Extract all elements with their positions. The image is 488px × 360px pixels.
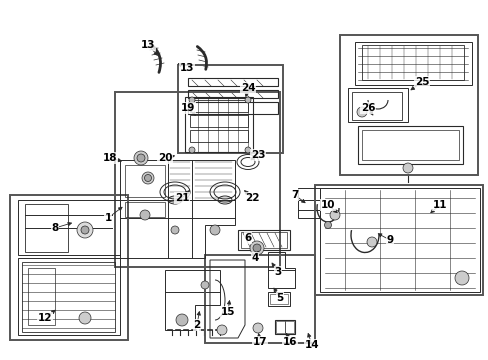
Text: 13: 13 [180,63,194,73]
Circle shape [142,172,154,184]
Circle shape [324,221,331,229]
Text: 8: 8 [51,223,59,233]
Circle shape [244,97,250,103]
Bar [361,130,458,160]
Text: 25: 25 [414,77,428,87]
Circle shape [140,210,150,220]
Circle shape [77,222,93,238]
Bar [184,97,252,152]
Bar [269,294,287,304]
Bar [357,126,462,164]
Bar [115,92,280,267]
Bar [190,100,247,112]
Circle shape [176,314,187,326]
Text: 12: 12 [38,313,52,323]
Bar [361,45,463,80]
Bar [274,320,294,334]
Circle shape [189,97,195,103]
Circle shape [252,244,261,252]
Bar [204,255,314,343]
Text: 20: 20 [158,153,172,163]
Bar [190,130,247,142]
Text: 16: 16 [282,337,297,347]
Text: 2: 2 [193,320,200,330]
Circle shape [171,226,179,234]
Text: 14: 14 [304,340,319,350]
Bar [125,165,164,197]
Circle shape [252,323,263,333]
Bar [275,321,285,333]
Circle shape [356,107,366,117]
Circle shape [402,163,412,173]
Text: 11: 11 [432,200,447,210]
Bar [190,115,247,127]
Circle shape [79,312,91,324]
Bar [187,102,278,114]
Text: 19: 19 [181,103,195,113]
Circle shape [81,226,89,234]
Bar [314,185,482,295]
Bar [285,321,293,333]
Text: 15: 15 [220,307,235,317]
Bar [351,92,401,120]
Circle shape [329,210,339,220]
Bar [238,230,289,250]
Circle shape [209,225,220,235]
Circle shape [137,154,145,162]
Circle shape [189,147,195,153]
Text: 5: 5 [276,293,283,303]
Bar [187,78,278,86]
Bar [241,232,286,248]
Circle shape [144,175,151,181]
Text: 17: 17 [252,337,267,347]
Text: 1: 1 [104,213,111,223]
Text: 6: 6 [244,233,251,243]
Bar [339,35,477,175]
Bar [10,195,128,340]
Bar [125,202,164,217]
Text: 24: 24 [240,83,255,93]
Text: 18: 18 [102,153,117,163]
Circle shape [454,271,468,285]
Circle shape [366,237,376,247]
Circle shape [217,325,226,335]
Text: 21: 21 [174,193,189,203]
Text: 7: 7 [291,190,298,200]
Text: 9: 9 [386,235,393,245]
Text: 23: 23 [250,150,264,160]
Text: 13: 13 [141,40,155,50]
Bar [187,90,278,98]
Text: 3: 3 [274,267,281,277]
Text: 22: 22 [244,193,259,203]
Circle shape [244,147,250,153]
Bar [267,292,289,306]
Circle shape [249,241,264,255]
Text: 26: 26 [360,103,374,113]
Circle shape [201,281,208,289]
Bar [178,65,283,153]
Circle shape [134,151,148,165]
Text: 4: 4 [251,253,258,263]
Text: 10: 10 [320,200,335,210]
